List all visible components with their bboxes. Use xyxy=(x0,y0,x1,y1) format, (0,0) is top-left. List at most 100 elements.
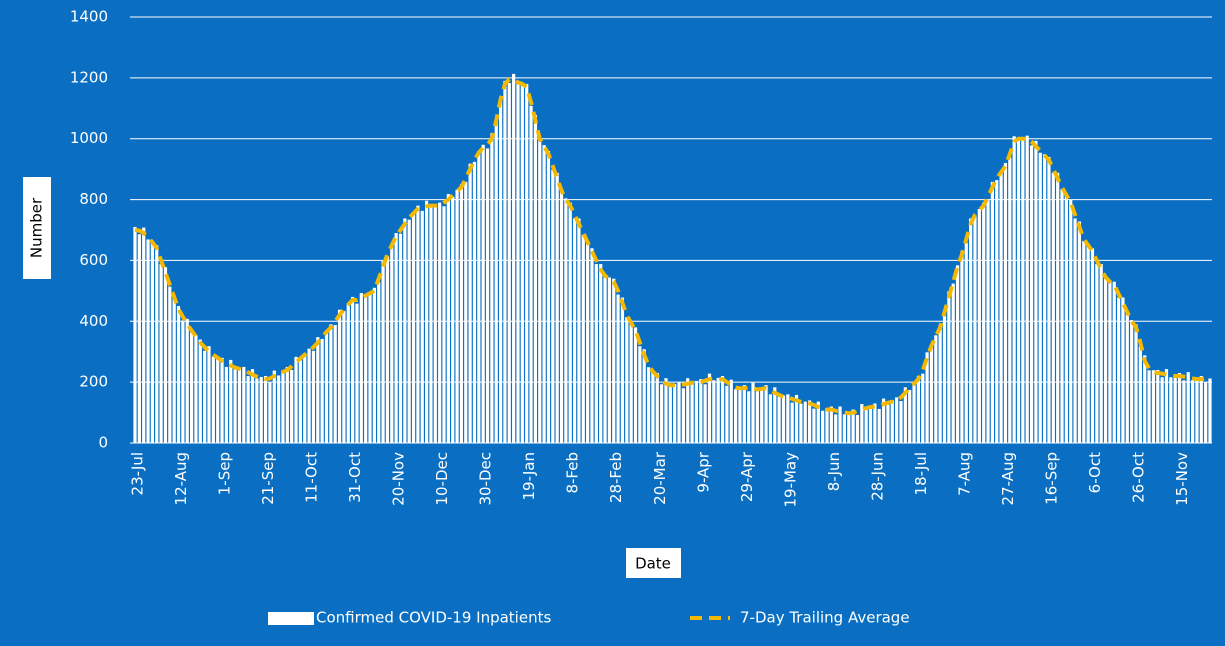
x-tick-label: 19-Jan xyxy=(520,452,538,500)
bar xyxy=(285,366,289,443)
bar xyxy=(163,267,168,443)
bar xyxy=(1025,135,1029,443)
bar xyxy=(581,234,585,443)
bar xyxy=(277,375,281,443)
y-label-box xyxy=(23,177,51,279)
bar xyxy=(738,387,742,443)
bar xyxy=(725,385,729,443)
bar xyxy=(572,218,577,443)
x-tick-label: 1-Sep xyxy=(216,452,234,495)
y-tick-label: 0 xyxy=(98,434,108,452)
bar xyxy=(390,243,394,443)
bar xyxy=(1082,240,1086,443)
bar xyxy=(712,380,716,443)
bar xyxy=(394,233,398,443)
bar xyxy=(194,335,198,443)
bar xyxy=(1077,221,1082,443)
bar xyxy=(903,387,907,443)
bar xyxy=(638,346,642,443)
bar xyxy=(929,347,934,443)
bar xyxy=(203,350,207,443)
x-tick-label: 28-Feb xyxy=(607,452,625,503)
bar xyxy=(168,286,172,443)
bar xyxy=(1021,137,1025,444)
bar xyxy=(464,181,468,443)
bar xyxy=(864,409,868,443)
bar xyxy=(146,239,150,443)
bar xyxy=(272,370,276,443)
bar xyxy=(1182,380,1186,443)
bar xyxy=(246,376,250,443)
y-tick-label: 1200 xyxy=(70,68,108,86)
bar xyxy=(838,406,842,443)
y-axis-label: Number xyxy=(28,197,46,258)
bar xyxy=(294,356,298,443)
bar xyxy=(485,148,490,444)
bar xyxy=(807,400,812,443)
bar xyxy=(995,180,999,443)
x-tick-label: 8-Jun xyxy=(825,452,843,491)
bar xyxy=(181,320,185,443)
bar xyxy=(364,297,368,443)
bar xyxy=(477,151,481,443)
bar xyxy=(877,408,881,443)
bar xyxy=(747,391,751,443)
bar xyxy=(525,83,529,443)
bar xyxy=(964,242,968,443)
bar xyxy=(803,401,807,443)
bar xyxy=(768,394,773,443)
bar xyxy=(324,330,329,443)
bar xyxy=(751,382,755,443)
bar xyxy=(1043,154,1047,444)
bar xyxy=(908,390,912,443)
bar xyxy=(372,287,376,443)
bar xyxy=(938,324,942,443)
bar xyxy=(860,404,864,443)
bar xyxy=(490,133,494,444)
bar xyxy=(825,408,829,443)
bar xyxy=(834,414,838,443)
bar xyxy=(198,339,202,443)
bar xyxy=(377,282,381,443)
bar xyxy=(755,391,759,443)
bar xyxy=(990,181,994,443)
bar xyxy=(498,97,503,443)
bar xyxy=(773,387,777,443)
bar xyxy=(886,404,890,443)
bar xyxy=(268,382,272,443)
bar xyxy=(681,388,685,443)
bar xyxy=(1038,152,1042,443)
bar xyxy=(411,212,416,443)
bar xyxy=(742,385,746,443)
bar xyxy=(351,296,355,443)
bar xyxy=(1103,278,1108,443)
bar xyxy=(172,295,176,443)
legend-label: Confirmed COVID-19 Inpatients xyxy=(316,609,551,627)
bar xyxy=(982,202,986,443)
bar xyxy=(1199,376,1203,443)
bar xyxy=(1099,264,1103,443)
bar xyxy=(1108,280,1112,443)
bar xyxy=(590,248,594,443)
bar xyxy=(237,367,242,443)
bar xyxy=(542,145,546,443)
y-tick-label: 1000 xyxy=(70,129,108,147)
bar xyxy=(594,264,598,443)
bar xyxy=(250,369,255,443)
bar xyxy=(451,196,455,443)
bar xyxy=(664,378,668,443)
bar xyxy=(481,144,485,444)
bar xyxy=(207,346,211,443)
bar xyxy=(429,207,433,443)
x-tick-label: 30-Dec xyxy=(477,452,495,506)
bar xyxy=(1186,372,1190,443)
bar xyxy=(303,353,307,443)
bar xyxy=(1056,172,1060,443)
bar xyxy=(472,161,477,443)
bar xyxy=(633,327,638,443)
bar xyxy=(690,384,694,443)
bar xyxy=(612,278,616,443)
bar xyxy=(842,414,847,443)
bar xyxy=(999,170,1003,443)
